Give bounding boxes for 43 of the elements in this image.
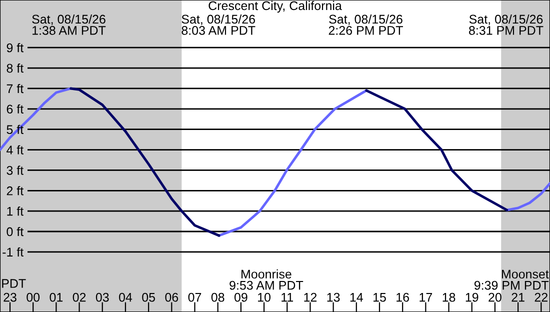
x-tick-label: 20 (488, 292, 502, 302)
x-tick-label: 23 (4, 292, 16, 302)
annotation: Sat, 08/15/26 8:31 PM PDT (469, 14, 544, 35)
x-tick-label: 10 (258, 292, 270, 302)
y-tick-label: 9 ft (6, 43, 24, 52)
chart-title: Crescent City, California (208, 0, 342, 13)
y-tick-label: -1 ft (2, 247, 24, 257)
x-tick-label: 03 (96, 292, 109, 302)
y-tick-label: 3 ft (6, 166, 24, 175)
annotation: Sat, 08/15/26 2:26 PM PDT (328, 14, 403, 35)
y-tick-label: 5 ft (6, 124, 24, 134)
annotation: Sat, 08/15/26 1:38 AM PDT (32, 14, 106, 35)
y-tick-label: 8 ft (6, 64, 24, 73)
annotation: PDT (2, 279, 26, 288)
y-tick-label: 6 ft (6, 104, 24, 114)
y-tick-label: 1 ft (7, 206, 24, 216)
annotation: Sat, 08/15/26 8:03 AM PDT (182, 14, 256, 35)
x-tick-label: 06 (165, 292, 178, 302)
y-tick-label: 0 ft (6, 226, 24, 236)
x-tick-label: 02 (72, 292, 86, 302)
x-tick-label: 17 (420, 293, 432, 302)
x-tick-label: 08 (211, 292, 224, 302)
x-tick-label: 07 (188, 292, 202, 302)
y-tick-label: 7 ft (6, 84, 24, 94)
annotation: Moonset 9:39 PM PDT (474, 270, 549, 290)
x-tick-label: 12 (304, 292, 317, 302)
x-tick-label: 01 (50, 292, 63, 302)
y-tick-label: 4 ft (6, 145, 24, 154)
x-tick-label: 18 (442, 292, 456, 302)
annotation: Moonrise 9:53 AM PDT (230, 269, 304, 290)
x-tick-label: 16 (396, 292, 409, 302)
x-tick-label: 04 (119, 292, 132, 302)
x-tick-label: 00 (26, 292, 40, 302)
x-tick-label: 13 (327, 292, 340, 302)
x-tick-label: 22 (534, 292, 548, 302)
x-tick-label: 21 (512, 292, 524, 302)
x-tick-label: 11 (282, 293, 294, 302)
x-tick-label: 09 (234, 292, 248, 302)
x-tick-label: 15 (374, 293, 386, 302)
x-tick-label: 14 (350, 293, 363, 302)
x-tick-label: 05 (142, 292, 155, 302)
x-tick-label: 19 (466, 292, 478, 302)
y-tick-label: 2 ft (6, 186, 24, 196)
